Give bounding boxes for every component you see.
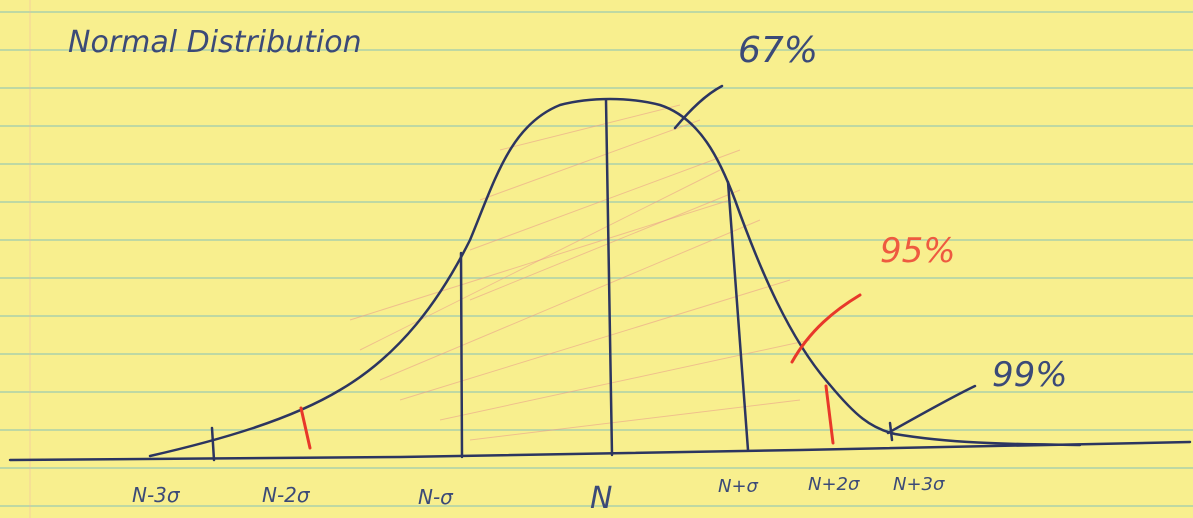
axis-label: N+3σ <box>893 474 945 495</box>
axis-label: N-σ <box>418 485 454 509</box>
title: Normal Distribution <box>68 25 362 60</box>
annotation: 67% <box>738 30 818 71</box>
annotation: 95% <box>880 231 956 271</box>
paper <box>0 0 1193 518</box>
axis-label: N <box>590 481 612 516</box>
sketch: Normal Distribution 67% 95% 99% N-3σ N-2… <box>0 0 1193 518</box>
annotation: 99% <box>992 355 1068 395</box>
axis-label: N+2σ <box>808 474 860 495</box>
axis-label: N+σ <box>718 476 759 497</box>
axis-label: N-3σ <box>132 483 181 507</box>
axis-label: N-2σ <box>262 483 311 507</box>
